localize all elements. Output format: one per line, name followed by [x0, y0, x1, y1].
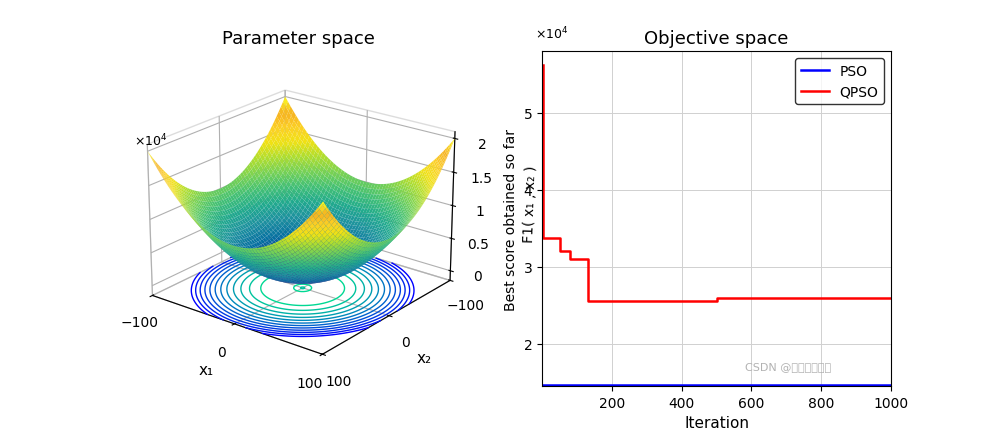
- Y-axis label: x₂: x₂: [417, 350, 432, 365]
- QPSO: [553, 249, 565, 254]
- Y-axis label: Best score obtained so far: Best score obtained so far: [504, 128, 518, 310]
- Title: Objective space: Objective space: [644, 30, 789, 48]
- Text: CSDN @机器学习之心: CSDN @机器学习之心: [744, 362, 831, 372]
- QPSO: [704, 299, 716, 304]
- Text: $\times10^4$: $\times10^4$: [536, 25, 569, 42]
- QPSO: [711, 296, 723, 301]
- QPSO: [537, 235, 548, 240]
- X-axis label: Iteration: Iteration: [684, 415, 749, 431]
- QPSO: [564, 249, 576, 254]
- QPSO: [606, 299, 618, 304]
- QPSO: [582, 299, 594, 304]
- X-axis label: x₁: x₁: [199, 362, 214, 377]
- QPSO: [564, 257, 576, 262]
- QPSO: [582, 257, 594, 262]
- QPSO: [885, 296, 897, 301]
- Legend: PSO, QPSO: PSO, QPSO: [795, 59, 884, 105]
- Title: Parameter space: Parameter space: [222, 30, 374, 48]
- QPSO: [553, 235, 565, 240]
- QPSO: [537, 63, 548, 69]
- QPSO: [711, 299, 723, 304]
- Line: QPSO: QPSO: [543, 66, 891, 301]
- Text: $\times10^4$: $\times10^4$: [134, 132, 167, 148]
